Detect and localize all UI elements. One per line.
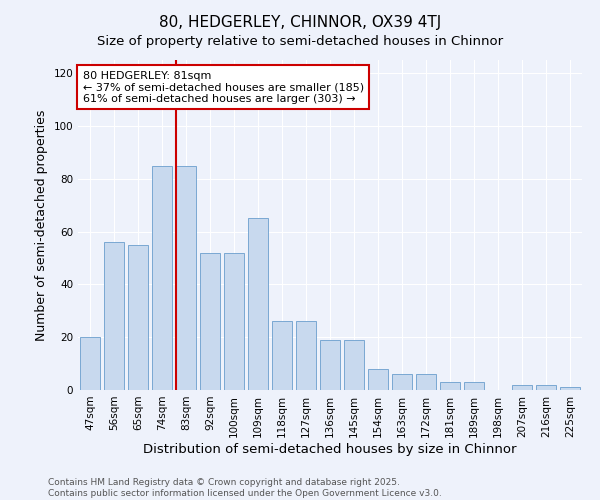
- Bar: [80, 337, 100, 390]
- Bar: [248, 218, 268, 390]
- Bar: [200, 252, 220, 390]
- Bar: [416, 374, 436, 390]
- Bar: [152, 166, 172, 390]
- Bar: [320, 340, 340, 390]
- Bar: [536, 384, 556, 390]
- Bar: [464, 382, 484, 390]
- Bar: [128, 245, 148, 390]
- Bar: [296, 322, 316, 390]
- Bar: [368, 369, 388, 390]
- Bar: [344, 340, 364, 390]
- Bar: [440, 382, 460, 390]
- Y-axis label: Number of semi-detached properties: Number of semi-detached properties: [35, 110, 48, 340]
- Bar: [104, 242, 124, 390]
- Text: Contains HM Land Registry data © Crown copyright and database right 2025.
Contai: Contains HM Land Registry data © Crown c…: [48, 478, 442, 498]
- Text: Size of property relative to semi-detached houses in Chinnor: Size of property relative to semi-detach…: [97, 35, 503, 48]
- Text: 80, HEDGERLEY, CHINNOR, OX39 4TJ: 80, HEDGERLEY, CHINNOR, OX39 4TJ: [159, 15, 441, 30]
- Bar: [560, 388, 580, 390]
- Bar: [272, 322, 292, 390]
- Bar: [224, 252, 244, 390]
- Text: 80 HEDGERLEY: 81sqm
← 37% of semi-detached houses are smaller (185)
61% of semi-: 80 HEDGERLEY: 81sqm ← 37% of semi-detach…: [83, 70, 364, 104]
- X-axis label: Distribution of semi-detached houses by size in Chinnor: Distribution of semi-detached houses by …: [143, 442, 517, 456]
- Bar: [512, 384, 532, 390]
- Bar: [392, 374, 412, 390]
- Bar: [176, 166, 196, 390]
